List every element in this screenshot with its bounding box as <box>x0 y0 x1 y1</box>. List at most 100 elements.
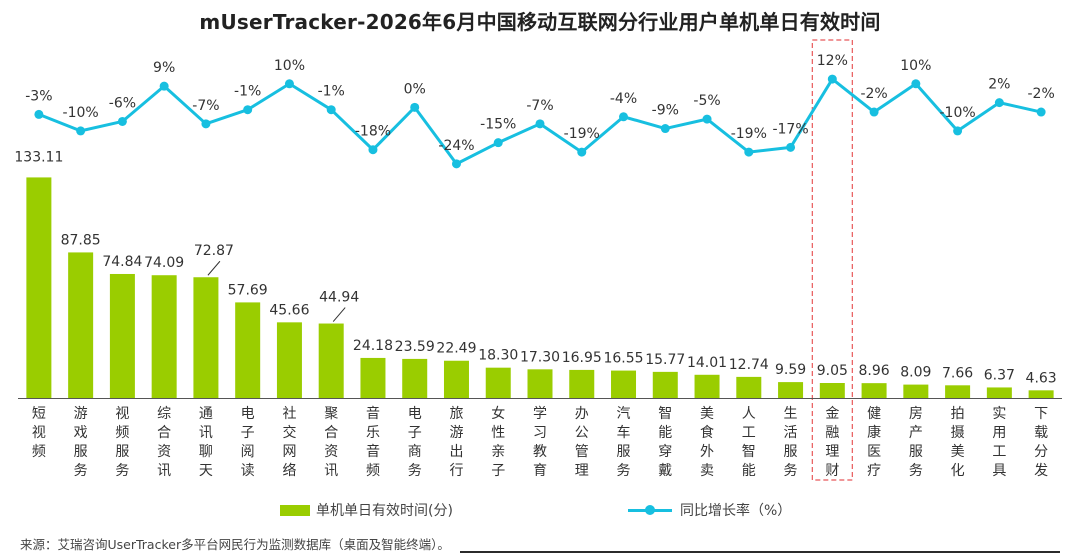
bar-value-label: 15.77 <box>645 352 685 368</box>
bar-女性亲子 <box>485 367 511 398</box>
bar-value-label: 12.74 <box>729 357 769 373</box>
bar-人工智能 <box>736 376 762 398</box>
x-tick-label: 游戏服务 <box>74 406 88 479</box>
growth-point-人工智能 <box>744 147 754 157</box>
growth-point-旅游出行 <box>451 159 461 169</box>
x-tick-label: 聚合资讯 <box>324 406 338 479</box>
bar-音乐音频 <box>360 357 386 398</box>
bar-游戏服务 <box>68 252 94 398</box>
bar-value-label: 4.63 <box>1026 370 1057 386</box>
bar-金融理财 <box>819 383 845 398</box>
growth-value-label: 9% <box>153 60 175 76</box>
bar-value-label: 8.09 <box>900 365 931 381</box>
growth-value-label: -3% <box>25 88 52 104</box>
growth-point-视频服务 <box>117 116 127 126</box>
bar-拍摄美化 <box>945 385 971 398</box>
bar-value-label: 9.59 <box>775 362 806 378</box>
x-tick-label: 电子商务 <box>408 406 422 479</box>
growth-value-label: -17% <box>772 121 808 137</box>
growth-value-label: -10% <box>940 105 976 121</box>
bar-value-label: 14.01 <box>687 355 727 371</box>
x-tick-label: 社交网络 <box>282 406 296 479</box>
x-tick-label: 综合资讯 <box>157 406 171 479</box>
growth-point-房产服务 <box>911 79 921 89</box>
growth-point-社交网络 <box>284 79 294 89</box>
growth-value-label: -2% <box>1027 86 1054 102</box>
bar-value-label: 72.87 <box>194 243 234 259</box>
growth-value-label: 10% <box>274 58 305 74</box>
x-tick-label: 通讯聊天 <box>199 406 213 479</box>
x-tick-label: 女性亲子 <box>491 405 505 479</box>
x-tick-label: 金融理财 <box>825 406 839 479</box>
highlight-group <box>811 39 853 481</box>
label-leader <box>332 307 346 322</box>
growth-value-label: -18% <box>355 124 391 140</box>
legend-line-swatch <box>628 504 672 516</box>
bar-value-label: 45.66 <box>269 302 309 318</box>
x-tick-label: 实用工具 <box>992 406 1006 479</box>
growth-point-实用工具 <box>994 98 1004 108</box>
growth-point-学习教育 <box>535 119 545 129</box>
x-tick-label: 短视频 <box>32 406 46 460</box>
x-tick-label: 拍摄美化 <box>951 406 965 479</box>
x-tick-label: 汽车服务 <box>617 406 631 479</box>
bars-group <box>26 177 1054 398</box>
bar-旅游出行 <box>443 360 469 398</box>
bar-value-label: 44.94 <box>319 290 359 306</box>
highlight-box <box>811 39 853 481</box>
bar-社交网络 <box>276 322 302 398</box>
bar-汽车服务 <box>611 370 637 398</box>
bar-下载分发 <box>1028 390 1054 398</box>
growth-line-group <box>34 74 1046 169</box>
bar-value-label: 16.95 <box>562 350 602 366</box>
growth-value-label: -1% <box>234 84 261 100</box>
bar-value-label: 23.59 <box>395 339 435 355</box>
growth-value-label: -10% <box>63 105 99 121</box>
bar-value-label: 8.96 <box>858 363 889 379</box>
bar-value-label: 22.49 <box>436 341 476 357</box>
growth-point-健康医疗 <box>869 107 879 117</box>
bar-value-label: 57.69 <box>228 282 268 298</box>
growth-point-拍摄美化 <box>953 126 963 136</box>
bar-实用工具 <box>986 387 1012 398</box>
legend-item-bar: 单机单日有效时间(分) <box>280 500 453 520</box>
bar-value-label: 17.30 <box>520 349 560 365</box>
label-leader <box>207 260 221 276</box>
growth-point-音乐音频 <box>368 145 378 155</box>
growth-point-智能穿戴 <box>660 124 670 134</box>
bar-value-label: 133.11 <box>14 149 63 165</box>
growth-point-金融理财 <box>827 74 837 84</box>
growth-value-label: -24% <box>438 138 474 154</box>
bar-智能穿戴 <box>652 371 678 398</box>
growth-value-label: -1% <box>318 84 345 100</box>
growth-point-通讯聊天 <box>201 119 211 129</box>
growth-point-办公管理 <box>577 147 587 157</box>
legend-item-line: 同比增长率（%） <box>628 500 791 520</box>
chart-title: mUserTracker-2026年6月中国移动互联网分行业用户单机单日有效时间 <box>199 10 881 34</box>
growth-point-电子阅读 <box>243 105 253 115</box>
bar-value-label: 7.66 <box>942 365 973 381</box>
growth-value-label: -19% <box>564 126 600 142</box>
chart-canvas: 短视频 游戏服务 视频服务 综合资讯 通讯聊天 电子阅读 社交网络 聚合资讯 音乐音频 电子商务 旅… <box>14 39 1062 481</box>
growth-value-label: -5% <box>693 93 720 109</box>
growth-point-下载分发 <box>1036 107 1046 117</box>
growth-value-label: -7% <box>192 98 219 114</box>
x-tick-label: 美食外卖 <box>700 406 714 479</box>
bar-房产服务 <box>903 384 929 398</box>
x-tick-label: 生活服务 <box>784 406 798 479</box>
bar-学习教育 <box>527 369 553 398</box>
legend-bar-swatch <box>280 504 310 516</box>
bar-电子商务 <box>402 358 428 398</box>
bar-生活服务 <box>778 382 804 398</box>
growth-value-label: -19% <box>731 126 767 142</box>
growth-point-短视频 <box>34 109 44 119</box>
bar-value-label: 74.09 <box>144 255 184 271</box>
bar-聚合资讯 <box>318 323 344 398</box>
bar-value-label: 9.05 <box>817 363 848 379</box>
growth-value-label: 12% <box>817 53 848 69</box>
bar-综合资讯 <box>151 275 177 398</box>
x-tick-label: 房产服务 <box>909 406 923 479</box>
growth-value-label: -9% <box>652 103 679 119</box>
bar-电子阅读 <box>235 302 261 398</box>
